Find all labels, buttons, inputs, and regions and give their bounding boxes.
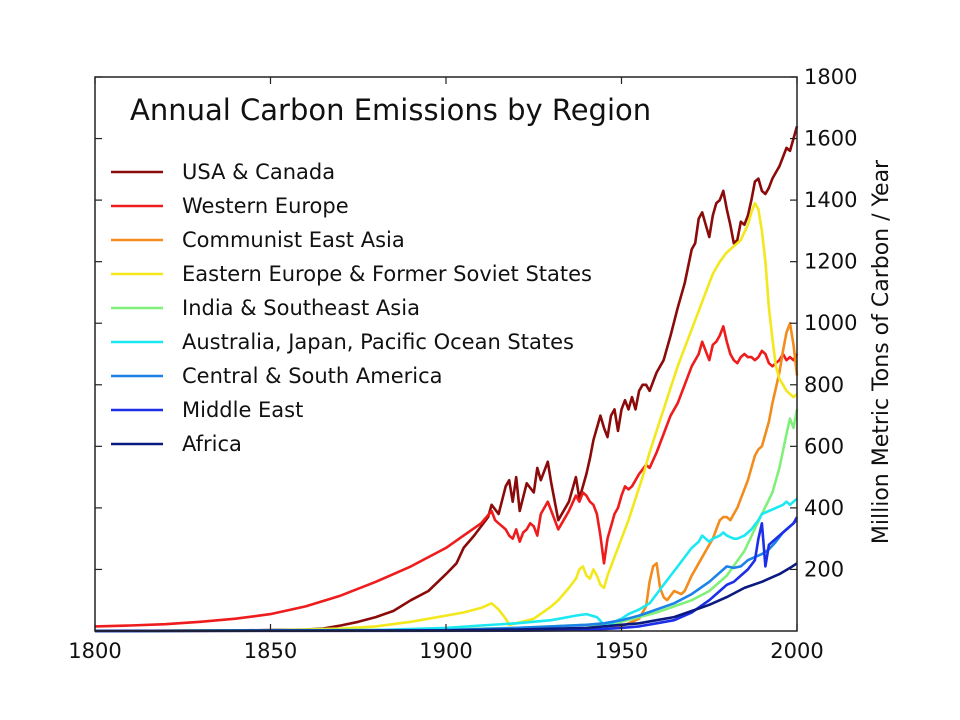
x-tick-label: 1850: [244, 639, 297, 663]
legend-label-5: India & Southeast Asia: [182, 296, 420, 320]
y-tick-label: 800: [804, 373, 844, 397]
legend-label-9: Africa: [182, 432, 242, 456]
series-line-8: [94, 516, 799, 633]
y-axis-label: Million Metric Tons of Carbon / Year: [869, 159, 894, 544]
y-tick-label: 1400: [804, 188, 857, 212]
series-line-3: [94, 321, 799, 633]
legend-label-4: Eastern Europe & Former Soviet States: [182, 262, 592, 286]
y-tick-label: 1600: [804, 127, 857, 151]
series-lines: [94, 125, 799, 633]
legend-label-7: Central & South America: [182, 364, 443, 388]
x-tick-label: 1950: [595, 639, 648, 663]
series-line-4: [94, 201, 798, 633]
series-line-6: [94, 497, 798, 633]
y-tick-label: 400: [804, 496, 844, 520]
y-tick-label: 1200: [804, 250, 857, 274]
x-tick-label: 1800: [68, 639, 121, 663]
series-line-9: [94, 562, 798, 633]
series-line-2: [94, 324, 799, 628]
y-tick-label: 200: [804, 557, 844, 581]
y-tick-label: 1800: [804, 65, 857, 89]
series-line-1: [94, 125, 799, 633]
y-tick-label: 600: [804, 434, 844, 458]
legend-label-1: USA & Canada: [182, 160, 335, 184]
legend-label-3: Communist East Asia: [182, 228, 405, 252]
x-tick-label: 1900: [419, 639, 472, 663]
legend: USA & Canada Western Europe Communist East…: [111, 160, 592, 456]
series-line-7: [94, 519, 798, 633]
y-tick-label: 1000: [804, 311, 857, 335]
legend-label-8: Middle East: [182, 398, 303, 422]
axis-ticks: 1800 1850 1900 1950 2000 200 400 600 800 1000 1200…: [68, 65, 857, 663]
legend-label-2: Western Europe: [182, 194, 349, 218]
legend-label-6: Australia, Japan, Pacific Ocean States: [182, 330, 574, 354]
chart-title: Annual Carbon Emissions by Region: [130, 93, 651, 127]
x-tick-label: 2000: [770, 639, 823, 663]
